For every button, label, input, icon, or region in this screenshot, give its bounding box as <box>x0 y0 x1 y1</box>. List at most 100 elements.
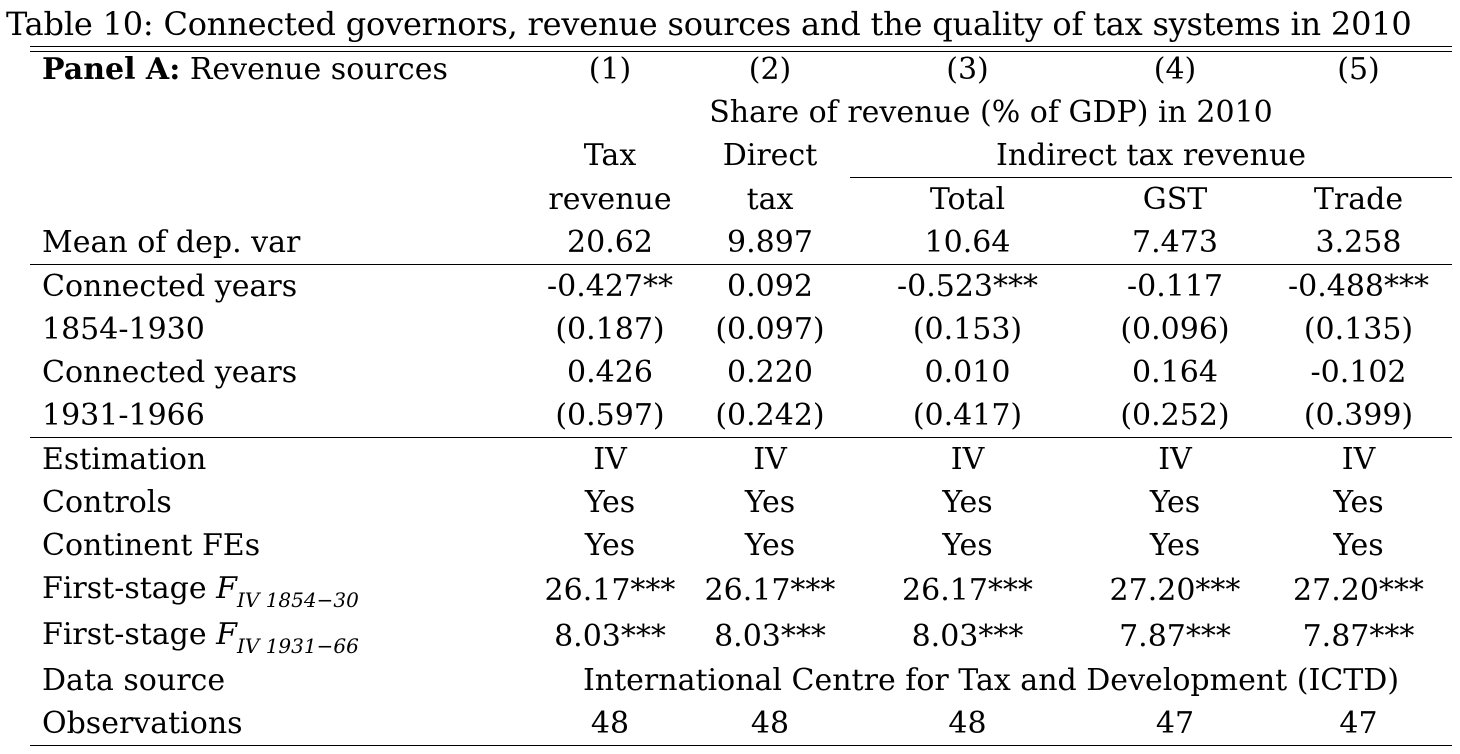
group-header-row: Share of revenue (% of GDP) in 2010 <box>30 91 1452 134</box>
table-cell: -0.117 <box>1085 264 1265 308</box>
column-header: Trade <box>1313 182 1404 217</box>
table-cell: Yes <box>1333 528 1384 563</box>
table-cell: 7.473 <box>1132 225 1218 260</box>
table-cell: 0.010 <box>924 355 1011 390</box>
table-cell: Yes <box>744 528 796 563</box>
panel-title: Panel A: Revenue sources <box>30 48 530 91</box>
table-cell: -0.102 <box>1310 355 1407 390</box>
spec-row: Controls Yes Yes Yes Yes Yes <box>30 481 1452 524</box>
spec-row: Continent FEs Yes Yes Yes Yes Yes <box>30 524 1452 567</box>
table-cell: 48 <box>850 702 1085 746</box>
mean-row: Mean of dep. var 20.62 9.897 10.64 7.473… <box>30 221 1452 265</box>
table-cell: 10.64 <box>924 225 1011 260</box>
table-cell: Yes <box>1149 485 1201 520</box>
first-stage-row-2: First-stage FIV 1931−66 8.03*** 8.03*** … <box>30 613 1452 659</box>
coef-row: 1854-1930 (0.187) (0.097) (0.153) (0.096… <box>30 308 1452 351</box>
coef-row: 1931-1966 (0.597) (0.242) (0.417) (0.252… <box>30 394 1452 438</box>
table-cell: Yes <box>584 485 636 520</box>
group-header: Share of revenue (% of GDP) in 2010 <box>709 95 1273 130</box>
table-cell: Yes <box>1333 485 1384 520</box>
table-cell: 8.03*** <box>714 618 826 654</box>
column-header: Tax <box>583 138 637 174</box>
table-cell: -0.427** <box>530 264 690 308</box>
f-symbol: F <box>216 617 237 652</box>
table-cell: (0.242) <box>715 398 825 433</box>
coef-row: Connected years 0.426 0.220 0.010 0.164 … <box>30 351 1452 394</box>
table-cell: (0.135) <box>1303 312 1414 347</box>
column-header: revenue <box>548 181 672 217</box>
header-row-1: Tax Direct Indirect tax revenue <box>30 134 1452 178</box>
table-cell: 47 <box>1265 702 1452 746</box>
column-number-row: Panel A: Revenue sources (1) (2) (3) (4)… <box>30 48 1452 91</box>
table-cell: Yes <box>584 528 636 563</box>
f-subscript: IV 1854−30 <box>237 588 359 612</box>
top-rule <box>30 46 1452 47</box>
table-cell: Yes <box>744 485 796 520</box>
table-cell: 48 <box>530 702 690 746</box>
table-cell: IV <box>690 437 850 481</box>
row-label: Connected years <box>30 264 530 308</box>
table-caption: Table 10: Connected governors, revenue s… <box>6 5 1412 43</box>
column-number: (3) <box>946 52 989 87</box>
indirect-header: Indirect tax revenue <box>850 134 1452 178</box>
table-cell: 48 <box>690 702 850 746</box>
row-label: Mean of dep. var <box>42 225 301 260</box>
table-cell: 0.164 <box>1132 355 1218 390</box>
table-cell: Yes <box>942 528 993 563</box>
table-cell: (0.153) <box>912 312 1023 347</box>
row-label: Continent FEs <box>42 528 261 563</box>
column-number: (1) <box>588 52 632 87</box>
table-cell: 27.20*** <box>1293 572 1424 608</box>
column-header: Direct <box>722 138 818 174</box>
row-label: Data source <box>42 663 226 698</box>
column-number: (4) <box>1153 52 1197 87</box>
f-subscript: IV 1931−66 <box>237 634 359 658</box>
table-cell: 26.17*** <box>544 572 676 608</box>
column-header: Total <box>929 182 1006 217</box>
coef-row: Connected years -0.427** 0.092 -0.523***… <box>30 264 1452 308</box>
data-source-value: International Centre for Tax and Develop… <box>582 663 1400 698</box>
top-rule-double <box>30 51 1452 52</box>
first-stage-row-1: First-stage FIV 1854−30 26.17*** 26.17**… <box>30 567 1452 613</box>
row-label: 1854-1930 <box>42 312 205 347</box>
table-cell: 7.87*** <box>1119 618 1231 654</box>
column-header: GST <box>1142 182 1208 217</box>
table-cell: 26.17*** <box>704 572 836 608</box>
table-cell: 0.092 <box>690 264 850 308</box>
table-cell: IV <box>530 437 690 481</box>
row-label: First-stage FIV 1931−66 <box>30 613 530 659</box>
panel-label-bold: Panel A: <box>42 52 181 87</box>
first-stage-text: First-stage <box>42 617 217 652</box>
row-label: 1931-1966 <box>42 398 205 433</box>
column-header: tax <box>746 181 794 217</box>
table-cell: 0.220 <box>727 355 813 390</box>
table-cell: 26.17*** <box>902 572 1033 608</box>
table-cell: IV <box>850 437 1085 481</box>
row-label: Estimation <box>30 437 530 481</box>
table-cell: (0.097) <box>715 312 825 347</box>
table-cell: 27.20*** <box>1109 572 1241 608</box>
f-symbol: F <box>216 571 237 606</box>
table-cell: (0.252) <box>1120 398 1230 433</box>
table-cell: (0.417) <box>912 398 1023 433</box>
table-cell: 47 <box>1085 702 1265 746</box>
header-row-2: revenue tax Total GST Trade <box>30 178 1452 222</box>
results-table: Panel A: Revenue sources (1) (2) (3) (4)… <box>30 48 1452 746</box>
panel-label-text: Revenue sources <box>180 52 448 87</box>
column-number: (5) <box>1337 52 1380 87</box>
row-label: Observations <box>30 702 530 746</box>
table-cell: (0.597) <box>555 398 665 433</box>
row-label: First-stage FIV 1854−30 <box>30 567 530 613</box>
table-cell: IV <box>1085 437 1265 481</box>
table-cell: IV <box>1265 437 1452 481</box>
data-source-row: Data source International Centre for Tax… <box>30 659 1452 702</box>
row-label: Controls <box>42 485 172 520</box>
table-cell: -0.523*** <box>850 264 1085 308</box>
table-cell: (0.399) <box>1303 398 1414 433</box>
table-cell: -0.488*** <box>1265 264 1452 308</box>
table-cell: Yes <box>942 485 993 520</box>
table-cell: 8.03*** <box>554 618 666 654</box>
table-cell: Yes <box>1149 528 1201 563</box>
first-stage-text: First-stage <box>42 571 217 606</box>
table-cell: 3.258 <box>1315 225 1402 260</box>
